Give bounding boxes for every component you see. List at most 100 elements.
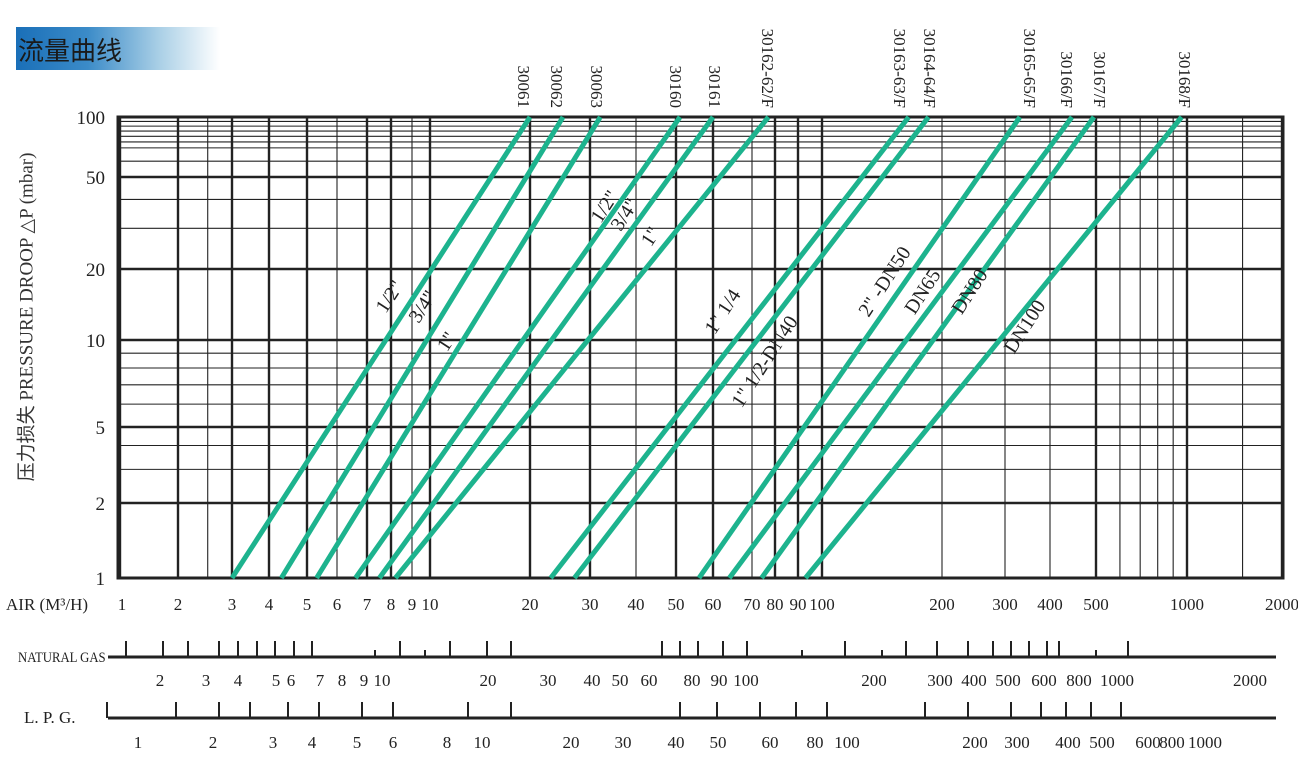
scale-tick-label: 80 <box>684 671 701 690</box>
scale-tick-label: 800 <box>1159 733 1185 752</box>
x-tick-label: 500 <box>1083 595 1109 614</box>
scale-tick-label: 2 <box>156 671 165 690</box>
y-tick-label: 5 <box>96 418 106 439</box>
scale-tick-label: 60 <box>641 671 658 690</box>
plot-frame <box>116 115 1285 580</box>
scale-tick-label: 100 <box>733 671 759 690</box>
flow-curve-30062 <box>279 115 566 580</box>
series-label: 30063 <box>587 66 606 109</box>
size-annotation: DN65 <box>900 265 945 318</box>
series-label: 30163-63/F <box>890 29 909 108</box>
x-tick-label: 100 <box>809 595 835 614</box>
flow-curve-30164-64-F <box>572 115 931 580</box>
scale-tick-label: 800 <box>1066 671 1092 690</box>
scale-tick-label: 6 <box>287 671 296 690</box>
scale-tick-label: 400 <box>1055 733 1081 752</box>
scale-tick-label: 20 <box>563 733 580 752</box>
series-label: 30167/F <box>1090 51 1109 108</box>
x-tick-label: 90 <box>790 595 807 614</box>
scale-tick-label: 40 <box>584 671 601 690</box>
scale-tick-label: 1000 <box>1188 733 1222 752</box>
y-tick-label: 50 <box>86 168 105 189</box>
scale-tick-label: 30 <box>615 733 632 752</box>
series-label: 30168/F <box>1175 51 1194 108</box>
flow-curve-30063 <box>314 115 603 580</box>
scale-tick-label: 8 <box>338 671 347 690</box>
scale-tick-label: 300 <box>1004 733 1030 752</box>
x-tick-label: 60 <box>705 595 722 614</box>
scale-tick-label: 10 <box>474 733 491 752</box>
x-tick-label: 8 <box>387 595 396 614</box>
x-tick-label: 30 <box>582 595 599 614</box>
flow-curve-30166-F <box>727 115 1074 580</box>
x-tick-label: 7 <box>363 595 372 614</box>
y-tick-label: 20 <box>86 260 105 281</box>
scale-tick-label: 6 <box>389 733 398 752</box>
scale-tick-label: 200 <box>962 733 988 752</box>
scale-tick-label: 300 <box>927 671 953 690</box>
series-label: 30165-65/F <box>1020 29 1039 108</box>
x-tick-label: 6 <box>333 595 342 614</box>
x-tick-label: 10 <box>422 595 439 614</box>
x-tick-label: 50 <box>668 595 685 614</box>
x-tick-label: 2 <box>174 595 183 614</box>
x-tick-label: 2000 <box>1265 595 1298 614</box>
x-tick-label: 80 <box>767 595 784 614</box>
flow-curve-30161 <box>377 115 716 580</box>
scale-tick-label: 500 <box>1089 733 1115 752</box>
scale-tick-label: 500 <box>995 671 1021 690</box>
x-tick-label: 400 <box>1037 595 1063 614</box>
scale-tick-label: 9 <box>360 671 369 690</box>
scale-tick-label: 3 <box>202 671 211 690</box>
y-tick-label: 1 <box>96 569 106 590</box>
flow-curve-30167-F <box>759 115 1096 580</box>
x-tick-label: 9 <box>408 595 417 614</box>
scale-tick-label: 60 <box>762 733 779 752</box>
scale-tick-label: 50 <box>710 733 727 752</box>
flow-curve-30165-65-F <box>696 115 1022 580</box>
x-tick-label: 4 <box>265 595 274 614</box>
series-label: 30160 <box>666 66 685 109</box>
flow-curve-30168-F <box>803 115 1184 580</box>
scale-tick-label: 7 <box>316 671 325 690</box>
series-label: 30162-62/F <box>758 29 777 108</box>
flow-curve-30162-62-F <box>393 115 771 580</box>
scale-tick-label: 5 <box>353 733 362 752</box>
series-label: 30166/F <box>1057 51 1076 108</box>
x-tick-label: 300 <box>992 595 1018 614</box>
page-title: 流量曲线 <box>18 37 123 67</box>
x-tick-label: 200 <box>929 595 955 614</box>
scale-tick-label: 100 <box>834 733 860 752</box>
scale-tick-label: 90 <box>711 671 728 690</box>
scale-tick-label: 30 <box>540 671 557 690</box>
y-tick-label: 10 <box>86 331 105 352</box>
scale-tick-label: 3 <box>269 733 278 752</box>
series-label: 30061 <box>514 66 533 109</box>
scale-tick-label: 5 <box>272 671 281 690</box>
x-tick-label: 1 <box>118 595 127 614</box>
scale-tick-label: 80 <box>807 733 824 752</box>
scale-tick-label: 10 <box>374 671 391 690</box>
title-banner <box>16 27 220 70</box>
series-label: 30062 <box>547 66 566 109</box>
scale-tick-label: 4 <box>234 671 243 690</box>
x-tick-label: 1000 <box>1170 595 1204 614</box>
scale-tick-label: 2000 <box>1233 671 1267 690</box>
x-tick-label: 40 <box>628 595 645 614</box>
x-tick-label: 70 <box>744 595 761 614</box>
scale-tick-label: 8 <box>443 733 452 752</box>
scale-tick-label: 50 <box>612 671 629 690</box>
scale-tick-label: 4 <box>308 733 317 752</box>
scale-tick-label: 600 <box>1135 733 1161 752</box>
flow-curve-30160 <box>353 115 683 580</box>
x-tick-label: 5 <box>303 595 312 614</box>
series-label: 30164-64/F <box>920 29 939 108</box>
scale-tick-label: 2 <box>209 733 218 752</box>
lpg-label: L. P. G. <box>24 708 75 727</box>
scale-tick-label: 1000 <box>1100 671 1134 690</box>
natural-gas-label: NATURAL GAS <box>18 650 106 666</box>
scale-tick-label: 200 <box>861 671 887 690</box>
flow-curve-30163-63-F <box>548 115 911 580</box>
